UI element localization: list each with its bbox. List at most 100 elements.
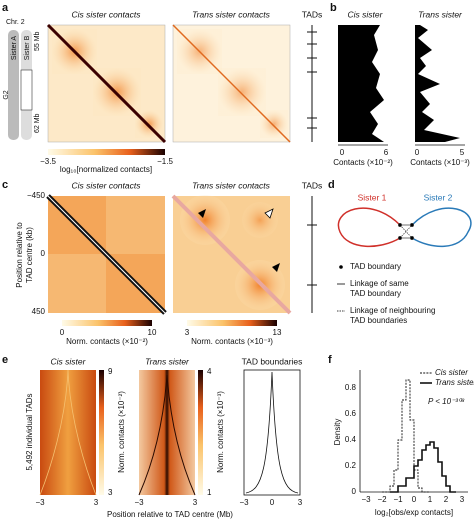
tad-track [307, 25, 317, 142]
colorbar-tick: −3.5 [40, 157, 56, 166]
tick-label: 3 [298, 498, 303, 507]
region-box [20, 69, 33, 111]
colorbar-tick: 13 [273, 328, 282, 337]
heatmap-title: Cis sister contacts [72, 180, 142, 190]
cis-histogram [382, 379, 430, 493]
cis-heatmap [46, 23, 167, 144]
tick-label: 0 [41, 249, 46, 258]
sister-label: Sister 1 [358, 192, 387, 202]
colorbar-label: Norm. contacts (×10⁻²) [66, 337, 148, 346]
profile-title: Cis sister [348, 9, 384, 19]
tads-title: TADs [302, 9, 323, 19]
tad-track [307, 196, 317, 313]
legend-text: Trans sister [435, 378, 474, 387]
tick-label: 2 [444, 495, 449, 504]
tick-label: −3 [239, 498, 249, 507]
panel-label: f [328, 354, 332, 366]
colorbar [99, 370, 104, 495]
axis-label: Position relative to TAD centre (Mb) [107, 510, 233, 519]
profile-title: Trans sister [418, 9, 463, 19]
tick-label: 0 [340, 148, 345, 157]
tick-label: −2 [377, 495, 387, 504]
tick-label: −3 [134, 498, 144, 507]
heatmap-title: TAD boundaries [242, 356, 303, 366]
axis-label: TAD centre (kb) [25, 227, 34, 283]
tick-label: 0.8 [345, 383, 357, 392]
colorbar-label: Norm. contacts (×10⁻³) [216, 391, 225, 473]
heatmap-title: Trans sister contacts [192, 9, 271, 19]
axis-label: Contacts (×10⁻³) [410, 158, 470, 167]
tick-label: −450 [27, 191, 46, 200]
tick-label: 0.4 [345, 435, 357, 444]
axis-label: log₂[obs/exp contacts] [375, 508, 453, 517]
panel-label: a [2, 2, 9, 14]
colorbar-tick: 3 [185, 328, 190, 337]
tick-label: 0 [352, 487, 357, 496]
colorbar-label: log₁₀[normalized contacts] [60, 165, 152, 174]
tick-label: 3 [460, 495, 465, 504]
panel-label: d [328, 179, 335, 191]
legend-text: Linkage of same [350, 279, 409, 288]
sister-loop [411, 207, 472, 248]
colorbar [187, 320, 277, 326]
chromosome-label: Chr. 2 [6, 19, 25, 26]
tick-label: 0.2 [345, 461, 357, 470]
colorbar-label: Norm. contacts (×10⁻³) [191, 337, 273, 346]
tick-label: 0 [412, 495, 417, 504]
colorbar-tick: 9 [108, 367, 113, 376]
tick-label: 3 [94, 498, 99, 507]
sister-loop [337, 207, 401, 248]
tads-title: TADs [302, 180, 323, 190]
axis-label: Density [333, 419, 342, 446]
heatmap-title: Cis sister contacts [72, 9, 142, 19]
colorbar-tick: 0 [60, 328, 65, 337]
tad-curve [245, 371, 299, 494]
sister-label: Sister B [24, 35, 31, 60]
trans-profile [415, 25, 460, 142]
colorbar-tick: −1.5 [157, 157, 173, 166]
axis-label: 5,492 individual TADs [25, 393, 34, 470]
tick-label: 0 [415, 148, 420, 157]
tick-label: −3 [361, 495, 371, 504]
range-start: 55 Mb [34, 31, 41, 51]
legend-text: TAD boundaries [350, 316, 407, 325]
axis-label: Contacts (×10⁻²) [333, 158, 393, 167]
tick-label: 5 [460, 148, 465, 157]
linkage [398, 223, 414, 240]
panel-label: b [330, 2, 337, 14]
colorbar [198, 370, 203, 495]
colorbar-label: Norm. contacts (×10⁻²) [117, 391, 126, 473]
tick-label: −3 [35, 498, 45, 507]
legend-text: TAD boundary [350, 262, 401, 271]
tick-label: 450 [32, 307, 46, 316]
panel-label: e [2, 354, 8, 366]
trans-histogram [390, 441, 456, 493]
tad-frame [243, 369, 301, 496]
chromatid [8, 30, 19, 140]
trans-heatmap [171, 194, 292, 315]
heatmap-title: Cis sister [51, 356, 87, 366]
heatmap-title: Trans sister contacts [192, 180, 271, 190]
colorbar [48, 149, 165, 155]
cis-stack [39, 369, 97, 496]
colorbar-tick: 3 [108, 488, 113, 497]
sister-label: Sister A [11, 36, 18, 60]
axis-label: Position relative to [15, 222, 24, 288]
p-value: P < 10⁻³⁰⁸ [428, 397, 465, 406]
tick-label: −1 [393, 495, 403, 504]
trans-heatmap [172, 24, 291, 143]
cis-heatmap [46, 194, 167, 315]
colorbar-tick: 4 [207, 367, 212, 376]
trans-stack [138, 370, 196, 496]
legend-text: TAD boundary [350, 289, 401, 298]
phase-label: G2 [3, 90, 10, 99]
legend-text: Linkage of neighbouring [350, 306, 435, 315]
tick-label: 1 [428, 495, 433, 504]
panel-label: c [2, 179, 8, 191]
tick-label: 3 [193, 498, 198, 507]
colorbar-tick: 10 [148, 328, 157, 337]
tick-label: 6 [384, 148, 389, 157]
colorbar-tick: 1 [207, 488, 212, 497]
legend-symbol [339, 265, 343, 269]
